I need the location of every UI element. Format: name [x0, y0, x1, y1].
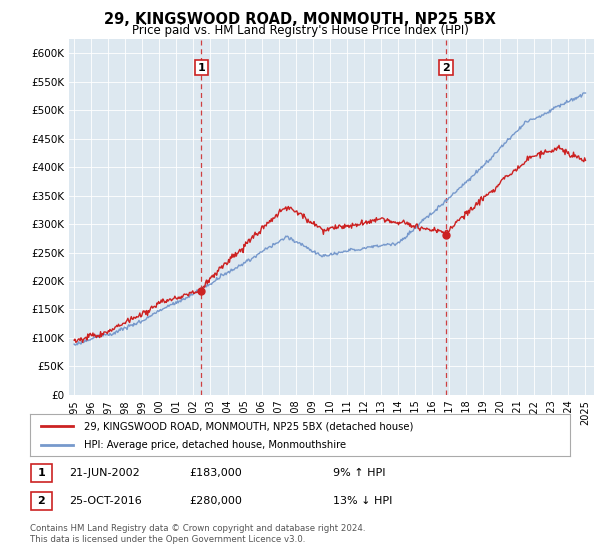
Text: HPI: Average price, detached house, Monmouthshire: HPI: Average price, detached house, Monm…	[84, 440, 346, 450]
Text: 2: 2	[442, 63, 450, 73]
Text: 2: 2	[38, 496, 45, 506]
Text: £183,000: £183,000	[189, 468, 242, 478]
Text: Contains HM Land Registry data © Crown copyright and database right 2024.: Contains HM Land Registry data © Crown c…	[30, 524, 365, 533]
Text: Price paid vs. HM Land Registry's House Price Index (HPI): Price paid vs. HM Land Registry's House …	[131, 24, 469, 36]
Text: This data is licensed under the Open Government Licence v3.0.: This data is licensed under the Open Gov…	[30, 535, 305, 544]
Text: 29, KINGSWOOD ROAD, MONMOUTH, NP25 5BX: 29, KINGSWOOD ROAD, MONMOUTH, NP25 5BX	[104, 12, 496, 27]
Text: 29, KINGSWOOD ROAD, MONMOUTH, NP25 5BX (detached house): 29, KINGSWOOD ROAD, MONMOUTH, NP25 5BX (…	[84, 421, 413, 431]
Text: 21-JUN-2002: 21-JUN-2002	[69, 468, 140, 478]
Text: 1: 1	[38, 468, 45, 478]
Text: 1: 1	[197, 63, 205, 73]
Text: 9% ↑ HPI: 9% ↑ HPI	[333, 468, 386, 478]
Text: 25-OCT-2016: 25-OCT-2016	[69, 496, 142, 506]
Text: £280,000: £280,000	[189, 496, 242, 506]
Text: 13% ↓ HPI: 13% ↓ HPI	[333, 496, 392, 506]
